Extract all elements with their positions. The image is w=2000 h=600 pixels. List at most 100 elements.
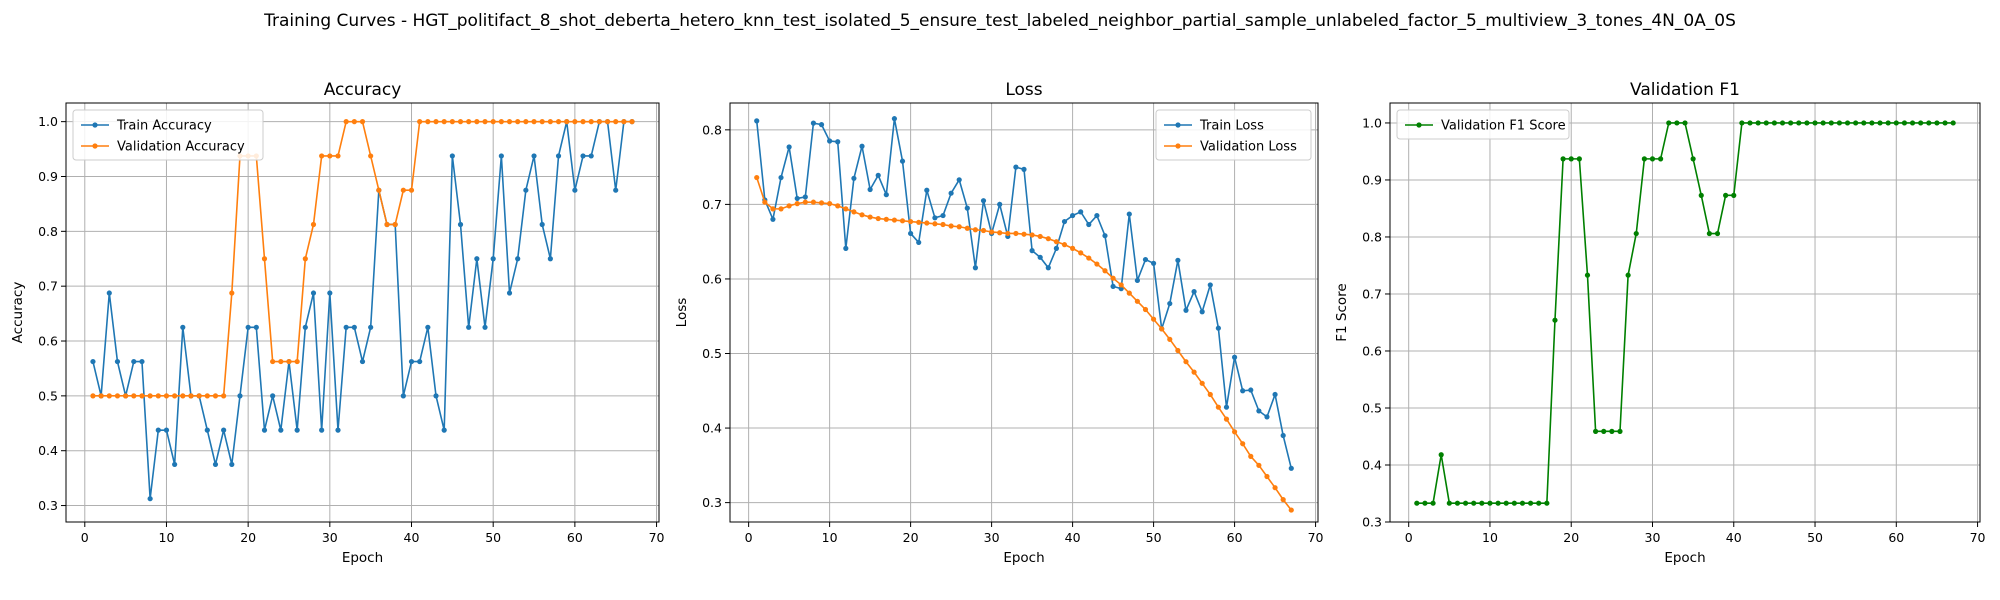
data-point [818, 200, 825, 206]
data-point [1094, 261, 1100, 267]
data-point [802, 194, 808, 200]
data-point [1584, 272, 1591, 278]
data-point [1256, 462, 1262, 468]
data-point [1142, 306, 1149, 313]
data-point [980, 198, 987, 204]
x-tick-label: 30 [1645, 530, 1661, 545]
data-point [827, 138, 833, 144]
data-point [449, 119, 455, 125]
data-point [810, 199, 817, 205]
data-point [827, 201, 833, 207]
data-point [1183, 307, 1189, 313]
data-point [1207, 391, 1213, 398]
data-point [1191, 289, 1197, 295]
data-point [1771, 120, 1777, 126]
data-point [794, 201, 800, 207]
data-point [441, 427, 447, 433]
data-point [859, 143, 865, 149]
data-point [547, 119, 553, 125]
data-point [1272, 391, 1278, 398]
data-point [1126, 290, 1132, 296]
data-point [1576, 156, 1582, 162]
data-point [580, 119, 586, 125]
data-point [1264, 414, 1270, 420]
data-point [1078, 209, 1084, 215]
x-tick-label: 40 [1065, 530, 1081, 545]
data-point [1013, 230, 1019, 237]
data-point [392, 221, 398, 228]
y-tick-label: 0.4 [702, 421, 722, 436]
data-point [204, 427, 210, 433]
data-point [1918, 120, 1924, 126]
data-point [1086, 221, 1092, 228]
data-point [1844, 120, 1851, 126]
data-point [1029, 248, 1035, 254]
data-point [778, 206, 784, 212]
data-point [131, 358, 137, 365]
x-tick-label: 0 [745, 530, 753, 545]
data-point [1788, 120, 1794, 126]
data-point [1658, 156, 1664, 162]
data-point [90, 393, 96, 399]
legend-label: Validation F1 Score [1441, 119, 1566, 134]
data-point [245, 324, 251, 330]
y-tick-label: 0.5 [1362, 400, 1382, 415]
data-point [940, 221, 946, 228]
data-point [1086, 255, 1092, 261]
data-point [1739, 120, 1745, 126]
series-line [92, 120, 633, 499]
data-point [778, 174, 784, 181]
data-point [1021, 231, 1027, 237]
data-point [1005, 230, 1011, 237]
data-point [506, 290, 513, 296]
data-point [1601, 428, 1607, 434]
chart-0: 0 10 20 30 40 50 60 70 0.3 0.4 0.5 0.6 0.7 0.8 0.9 1.0 A… [10, 80, 665, 566]
data-point [843, 206, 849, 212]
data-point [1747, 120, 1753, 126]
data-point [786, 203, 792, 209]
data-point [588, 119, 594, 125]
legend-marker [1175, 143, 1181, 149]
data-point [1714, 230, 1721, 237]
data-point [1256, 408, 1262, 414]
y-tick-label: 0.8 [702, 122, 722, 137]
data-point [555, 119, 562, 125]
data-point [302, 324, 308, 330]
x-tick-label: 10 [822, 530, 838, 545]
data-point [1134, 298, 1140, 304]
data-point [956, 177, 962, 183]
y-axis-label: F1 Score [1334, 283, 1350, 341]
data-point [883, 216, 889, 222]
data-point [229, 461, 235, 468]
series-line [755, 177, 1292, 511]
data-point [875, 215, 881, 222]
legend-label: Validation Loss [1200, 140, 1297, 155]
data-point [261, 427, 268, 433]
data-point [1462, 500, 1469, 506]
data-point [564, 119, 570, 125]
data-point [294, 427, 300, 433]
y-tick-label: 0.3 [702, 495, 722, 510]
data-point [908, 218, 914, 225]
data-point [1641, 156, 1647, 162]
data-point [343, 324, 349, 330]
data-point [204, 393, 210, 399]
legend: Train Accuracy Validation Accuracy [72, 109, 264, 161]
data-point [916, 219, 922, 225]
data-point [1231, 354, 1238, 360]
data-point [384, 221, 390, 228]
data-point [891, 217, 898, 223]
data-point [1191, 369, 1197, 375]
data-point [270, 393, 276, 399]
data-point [433, 393, 439, 399]
axes-frame [1389, 102, 1981, 523]
data-point [180, 324, 186, 330]
y-tick-label: 0.8 [38, 224, 58, 239]
data-point [786, 144, 792, 150]
data-point [474, 119, 480, 125]
data-point [1240, 388, 1246, 394]
data-point [1869, 120, 1875, 126]
data-point [319, 153, 325, 159]
data-point [490, 119, 496, 125]
data-point [883, 192, 889, 198]
